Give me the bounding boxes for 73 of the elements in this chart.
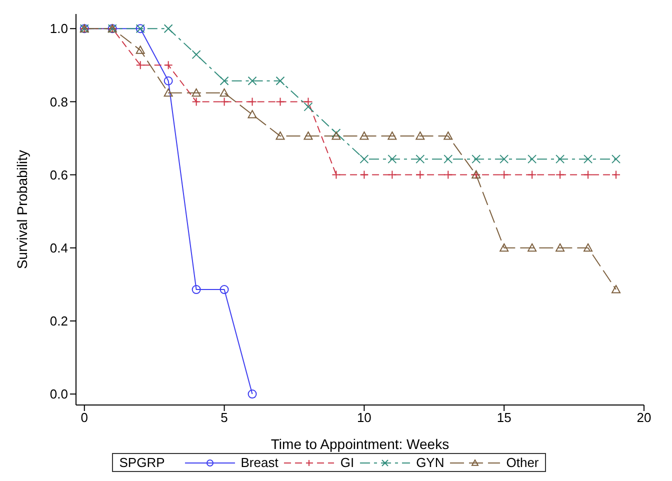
point — [388, 132, 397, 140]
point — [388, 170, 397, 180]
point — [276, 97, 285, 106]
x-tick-label: 15 — [496, 410, 512, 426]
legend-label: GI — [340, 455, 354, 470]
legend-label: Other — [506, 455, 539, 470]
point — [444, 170, 453, 180]
point — [136, 60, 145, 70]
point — [332, 132, 341, 140]
point — [304, 132, 313, 140]
point — [528, 154, 537, 164]
point — [192, 50, 201, 60]
point — [220, 285, 229, 294]
point — [500, 170, 509, 180]
point — [612, 154, 621, 164]
point — [444, 154, 453, 164]
legend-label: GYN — [416, 455, 444, 470]
point — [360, 132, 369, 140]
legend-title: SPGRP — [119, 455, 165, 470]
x-tick-label: 20 — [636, 410, 652, 426]
point — [528, 243, 537, 252]
point — [612, 285, 621, 294]
point — [248, 110, 257, 118]
y-tick-label: 1.0 — [50, 21, 68, 36]
point — [332, 128, 341, 138]
x-tick-label: 10 — [356, 410, 372, 426]
point — [220, 88, 229, 97]
point — [164, 24, 173, 34]
point — [416, 132, 425, 140]
point — [360, 154, 369, 164]
point — [164, 60, 173, 70]
point — [584, 154, 593, 164]
x-tick-label: 5 — [220, 410, 228, 426]
point — [192, 97, 201, 106]
point — [192, 285, 201, 294]
y-tick-label: 0.8 — [50, 94, 68, 110]
point — [220, 76, 229, 86]
point — [528, 170, 537, 180]
point — [164, 88, 173, 97]
point — [136, 46, 145, 54]
point — [416, 154, 425, 164]
point — [472, 154, 481, 164]
point — [248, 76, 257, 86]
point — [556, 154, 565, 164]
point — [612, 170, 621, 180]
y-tick-label: 0.0 — [50, 386, 68, 402]
point — [556, 243, 565, 252]
y-axis-title: Survival Probability — [14, 150, 30, 270]
point — [388, 154, 397, 164]
point — [276, 76, 285, 86]
point — [500, 243, 509, 252]
point — [556, 170, 565, 180]
point — [332, 170, 341, 180]
point — [164, 76, 173, 86]
point — [584, 170, 593, 180]
point — [192, 88, 201, 97]
point — [248, 97, 257, 106]
point — [276, 132, 285, 140]
y-tick-label: 0.4 — [50, 240, 68, 256]
point — [304, 102, 313, 112]
point — [248, 390, 257, 399]
point — [500, 154, 509, 164]
y-tick-label: 0.2 — [50, 314, 68, 329]
x-tick-label: 0 — [80, 410, 88, 426]
point — [584, 243, 593, 252]
point — [360, 170, 369, 180]
x-axis-title: Time to Appointment: Weeks — [270, 436, 450, 452]
point — [416, 170, 425, 180]
point — [444, 132, 453, 140]
y-tick-label: 0.6 — [50, 167, 68, 182]
legend-label: Breast — [240, 455, 278, 470]
point — [220, 97, 229, 106]
point — [304, 97, 313, 106]
